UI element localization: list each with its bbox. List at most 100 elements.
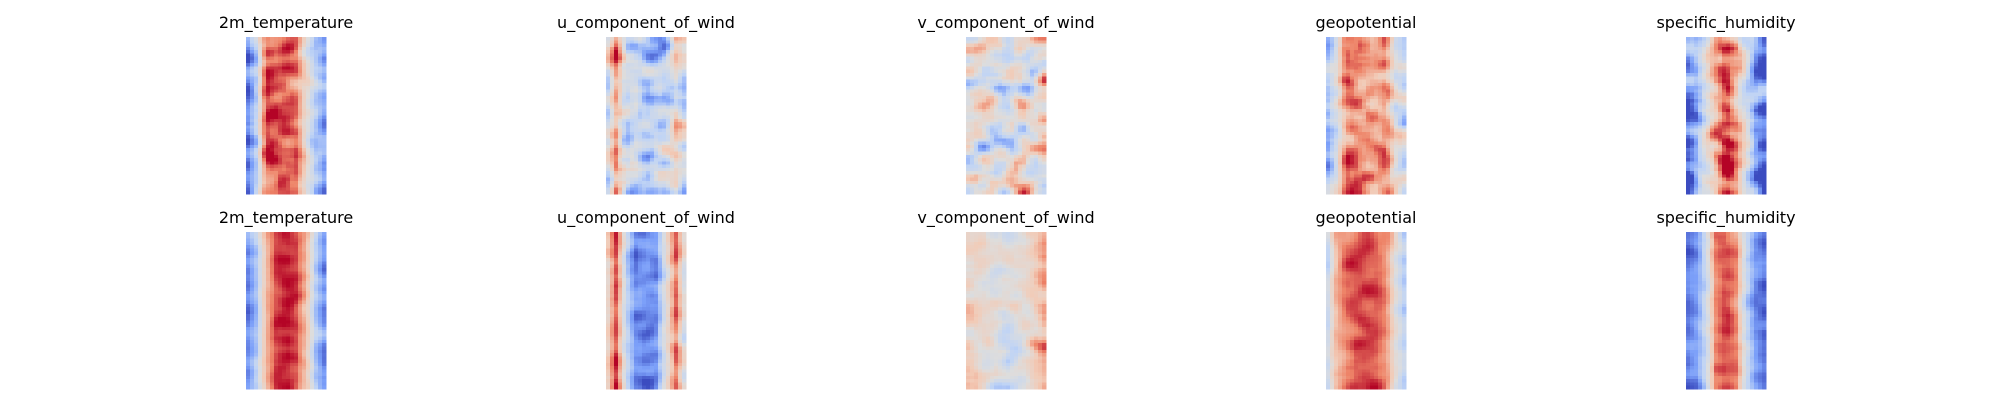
heatmap-cell bbox=[1710, 151, 1715, 156]
heatmap-cell bbox=[674, 161, 679, 165]
heatmap-cell bbox=[1762, 128, 1767, 133]
heatmap-cell bbox=[270, 46, 275, 51]
heatmap-cell bbox=[262, 174, 267, 178]
heatmap-cell bbox=[982, 115, 987, 120]
heatmap-cell bbox=[1734, 92, 1739, 97]
heatmap-cell bbox=[658, 69, 663, 74]
heatmap-cell bbox=[682, 190, 687, 195]
heatmap-cell bbox=[1006, 76, 1011, 80]
heatmap-cell bbox=[254, 43, 259, 48]
heatmap-cell bbox=[246, 89, 251, 93]
heatmap-cell bbox=[318, 131, 323, 136]
heatmap-cell bbox=[286, 187, 291, 192]
heatmap-cell bbox=[1698, 190, 1703, 195]
heatmap-cell bbox=[618, 144, 623, 149]
heatmap-cell bbox=[634, 63, 639, 67]
heatmap-cell bbox=[1690, 174, 1695, 178]
heatmap-cell bbox=[1690, 184, 1695, 188]
heatmap-cell bbox=[1726, 115, 1731, 120]
heatmap-cell bbox=[310, 248, 315, 252]
heatmap-cell bbox=[266, 112, 271, 116]
heatmap-cell bbox=[310, 161, 315, 165]
heatmap-cell bbox=[1362, 95, 1367, 100]
heatmap-cell bbox=[1730, 95, 1735, 100]
heatmap-cell bbox=[654, 105, 659, 110]
heatmap-cell bbox=[314, 95, 319, 100]
heatmap-cell bbox=[1398, 154, 1403, 159]
heatmap-cell bbox=[666, 171, 671, 175]
heatmap-cell bbox=[666, 177, 671, 182]
heatmap-cell bbox=[286, 118, 291, 123]
heatmap-cell bbox=[266, 69, 271, 74]
heatmap-cell bbox=[310, 59, 315, 64]
heatmap-cell bbox=[654, 118, 659, 123]
heatmap-cell bbox=[302, 125, 307, 129]
heatmap-cell bbox=[1026, 187, 1031, 192]
heatmap-cell bbox=[1366, 99, 1371, 103]
heatmap-cell bbox=[294, 92, 299, 97]
heatmap-cell bbox=[1042, 50, 1047, 54]
heatmap-cell bbox=[1718, 164, 1723, 169]
heatmap-cell bbox=[1742, 174, 1747, 178]
heatmap-cell bbox=[322, 161, 327, 165]
heatmap-cell bbox=[1394, 40, 1399, 44]
heatmap-cell bbox=[978, 161, 983, 165]
heatmap-cell bbox=[1370, 92, 1375, 97]
heatmap-cell bbox=[282, 69, 287, 74]
heatmap-cell bbox=[1022, 138, 1027, 143]
heatmap-cell bbox=[986, 82, 991, 87]
heatmap-cell bbox=[634, 37, 639, 41]
heatmap-cell bbox=[282, 112, 287, 116]
heatmap-cell bbox=[250, 56, 255, 61]
heatmap-cell bbox=[1002, 72, 1007, 77]
heatmap-cell bbox=[1714, 43, 1719, 48]
heatmap-cell bbox=[994, 82, 999, 87]
heatmap-cell bbox=[1358, 89, 1363, 93]
heatmap-cell bbox=[982, 86, 987, 90]
heatmap-cell bbox=[1758, 82, 1763, 87]
heatmap-cell bbox=[682, 115, 687, 120]
heatmap-cell bbox=[1726, 177, 1731, 182]
heatmap-cell bbox=[1738, 37, 1743, 41]
heatmap-cell bbox=[1370, 174, 1375, 178]
heatmap-cell bbox=[1702, 138, 1707, 143]
heatmap-cell bbox=[606, 108, 611, 113]
heatmap-cell bbox=[1686, 105, 1691, 110]
heatmap-cell bbox=[1362, 92, 1367, 97]
heatmap-cell bbox=[1402, 141, 1407, 146]
heatmap-cell bbox=[650, 37, 655, 41]
heatmap-cell bbox=[1714, 190, 1719, 195]
heatmap-cell bbox=[678, 118, 683, 123]
heatmap-cell bbox=[970, 102, 975, 107]
heatmap-cell bbox=[990, 171, 995, 175]
heatmap-cell bbox=[1022, 99, 1027, 103]
heatmap-cell bbox=[1014, 118, 1019, 123]
heatmap-cell bbox=[274, 59, 279, 64]
heatmap-cell bbox=[1342, 161, 1347, 165]
heatmap-cell bbox=[250, 131, 255, 136]
heatmap-cell bbox=[1726, 187, 1731, 192]
heatmap-cell bbox=[258, 86, 263, 90]
heatmap-cell bbox=[1034, 53, 1039, 57]
heatmap-cell bbox=[1374, 59, 1379, 64]
heatmap-cell bbox=[1746, 108, 1751, 113]
heatmap-cell bbox=[1326, 187, 1331, 192]
heatmap-cell bbox=[290, 95, 295, 100]
heatmap-cell bbox=[306, 125, 311, 129]
heatmap-cell bbox=[982, 92, 987, 97]
heatmap-cell bbox=[298, 245, 303, 249]
heatmap-cell bbox=[314, 138, 319, 143]
heatmap-cell bbox=[1038, 115, 1043, 120]
heatmap-cell bbox=[1030, 92, 1035, 97]
heatmap-cell bbox=[298, 53, 303, 57]
heatmap-cell bbox=[646, 95, 651, 100]
heatmap-cell bbox=[1330, 46, 1335, 51]
heatmap-cell bbox=[674, 131, 679, 136]
heatmap-cell bbox=[1350, 69, 1355, 74]
heatmap-cell bbox=[262, 138, 267, 143]
heatmap-cell bbox=[1362, 128, 1367, 133]
heatmap-cell bbox=[1686, 122, 1691, 126]
heatmap-cell bbox=[250, 79, 255, 84]
heatmap-cell bbox=[970, 99, 975, 103]
heatmap-cell bbox=[654, 164, 659, 169]
